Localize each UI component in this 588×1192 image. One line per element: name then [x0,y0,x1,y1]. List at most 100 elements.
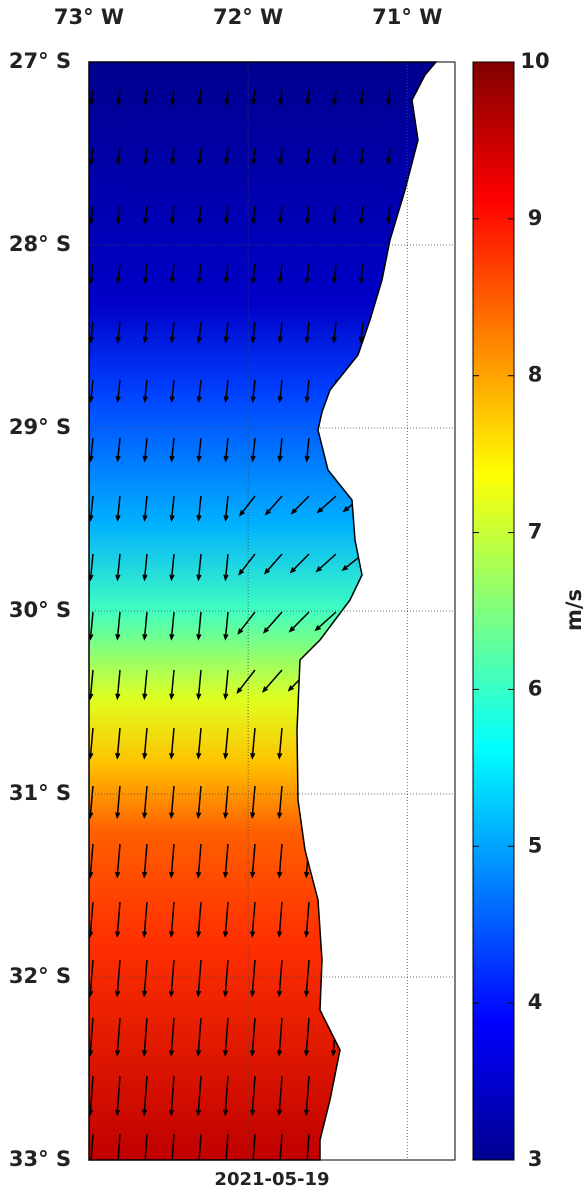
wind-arrow [169,379,175,404]
wind-arrow [141,843,148,879]
wind-arrow [115,553,121,582]
wind-arrow [277,263,284,285]
wind-arrow [250,785,256,820]
wind-arrow [223,205,230,225]
wind-arrow [195,1133,202,1160]
wind-arrow [289,553,310,574]
wind-arrow [141,901,148,939]
colorbar-tick-label: 6 [528,676,543,700]
wind-arrow [196,205,203,225]
wind-arrow [114,901,121,939]
wind-arrow [249,843,256,879]
wind-arrow [168,1075,175,1117]
wind-arrow [169,785,175,820]
wind-arrow [249,901,256,939]
wind-arrow [196,785,202,820]
wind-arrow [169,669,175,701]
wind-arrow [251,147,257,166]
wind-arrow [304,437,310,463]
wind-arrow [142,263,149,285]
wind-arrow [168,1017,175,1057]
wind-arrow [222,1075,229,1117]
lon-tick-label: 71° W [372,5,442,29]
wind-arrow [196,669,202,701]
wind-arrow [222,959,229,998]
wind-arrow [141,1075,148,1117]
wind-arrow [250,205,257,225]
wind-arrow [89,89,95,106]
wind-arrow [141,1017,148,1057]
wind-arrow [251,89,257,106]
wind-arrow [250,437,256,463]
wind-arrow [195,959,202,998]
wind-arrow [386,147,392,166]
wind-arrow [196,321,202,344]
wind-arrow [305,147,311,166]
lat-tick-label: 31° S [9,781,71,805]
wind-arrow [115,379,121,404]
wind-arrow [304,205,311,225]
wind-arrow [276,901,283,939]
wind-arrow [142,727,148,760]
wind-arrow [142,379,148,404]
wind-arrow [196,727,202,760]
wind-arrow [304,321,310,344]
wind-arrow [288,611,310,633]
wind-arrow [277,785,283,820]
colorbar-tick-label: 10 [520,49,549,73]
wind-arrow [386,89,392,106]
wind-arrow [276,959,283,998]
wind-arrow [331,205,338,225]
date-label: 2021-05-19 [214,1169,329,1188]
wind-arrow [115,437,121,463]
lat-tick-label: 28° S [9,232,71,256]
wind-arrow [142,669,148,701]
wind-arrow [276,1017,283,1057]
wind-arrow [115,495,121,522]
wind-arrow [222,843,229,879]
wind-arrow [114,843,121,879]
lat-tick-label: 29° S [9,415,71,439]
wind-arrow [277,727,283,760]
wind-arrow [169,727,175,760]
wind-arrow [250,727,256,760]
colorbar-tick-label: 9 [528,206,543,230]
wind-arrow [276,1075,283,1117]
wind-arrow [222,1017,229,1057]
map-frame [88,61,456,1161]
wind-arrow [277,379,283,404]
wind-arrow [143,147,149,166]
wind-arrow [223,437,229,463]
wind-arrow [250,379,256,404]
wind-arrow [331,263,338,285]
wind-arrow [168,959,175,998]
wind-arrow [195,1017,202,1057]
wind-arrow [196,495,202,522]
wind-arrow [116,147,122,166]
wind-arrow [277,205,284,225]
wind-arrow [223,263,230,285]
wind-arrow [223,379,229,404]
wind-arrow [168,901,175,939]
wind-arrow [114,1133,121,1160]
wind-arrow [249,1133,256,1160]
wind-arrow [278,89,284,106]
wind-arrow [264,495,283,516]
wind-arrow [89,553,94,582]
colorbar [472,61,515,1161]
wind-arrow [238,553,256,576]
wind-arrow [359,89,365,106]
colorbar-tick-label: 8 [528,363,543,387]
wind-arrow [359,147,365,166]
wind-arrow [195,1075,202,1117]
wind-arrow [169,205,176,225]
wind-arrow [276,843,283,879]
wind-arrow [169,321,175,344]
wind-arrow [223,495,229,522]
wind-arrow [169,553,175,582]
wind-arrow [239,495,256,517]
wind-arrow [89,495,94,522]
colorbar-tick-label: 7 [528,520,543,544]
wind-arrow [316,495,337,514]
wind-arrow [89,147,95,166]
